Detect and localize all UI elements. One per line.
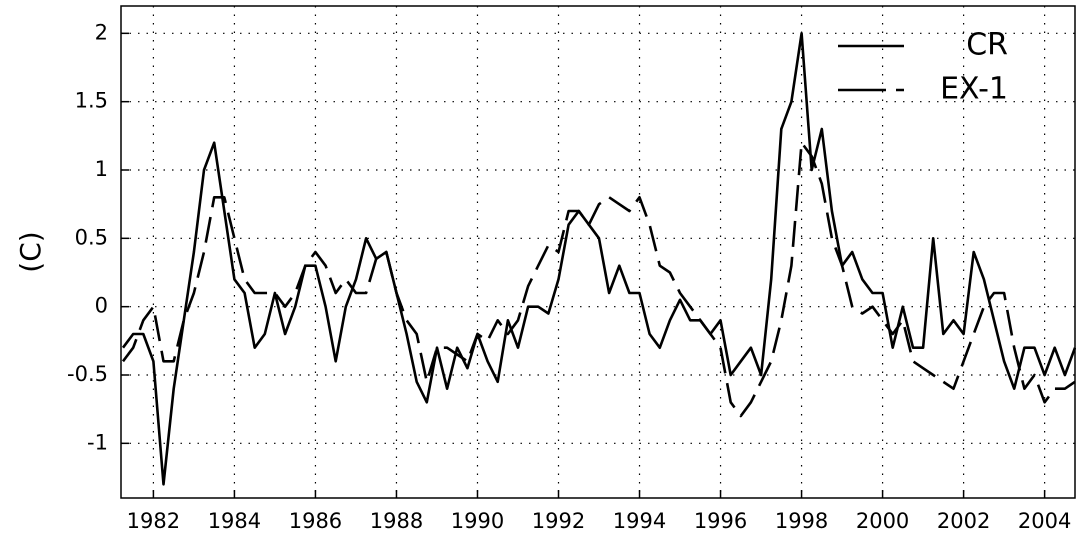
y-axis-label: (C)	[14, 231, 47, 272]
x-tick-label: 1994	[613, 509, 666, 533]
y-tick-label: 0	[95, 294, 108, 318]
x-tick-label: 1988	[370, 509, 423, 533]
legend-label: EX-1	[940, 72, 1008, 107]
x-tick-label: 2004	[1018, 509, 1071, 533]
plot-frame	[120, 5, 1076, 499]
y-tick-label: 1	[95, 157, 108, 181]
y-tick-label: 0.5	[75, 225, 108, 249]
legend-label: CR	[966, 28, 1008, 63]
y-tick-label: -1	[87, 430, 108, 454]
x-tick-label: 2000	[856, 509, 909, 533]
x-tick-label: 2002	[937, 509, 990, 533]
y-tick-label: 2	[95, 20, 108, 44]
y-tick-label: -0.5	[67, 362, 108, 386]
y-tick-label: 1.5	[75, 89, 108, 113]
x-tick-label: 1996	[694, 509, 747, 533]
x-tick-label: 1982	[127, 509, 180, 533]
x-tick-label: 1990	[451, 509, 504, 533]
series-line	[121, 141, 1076, 418]
x-tick-label: 1992	[532, 509, 585, 533]
x-tick-label: 1998	[775, 509, 828, 533]
x-tick-label: 1986	[289, 509, 342, 533]
x-tick-label: 1984	[208, 509, 261, 533]
series-line	[121, 31, 1076, 486]
